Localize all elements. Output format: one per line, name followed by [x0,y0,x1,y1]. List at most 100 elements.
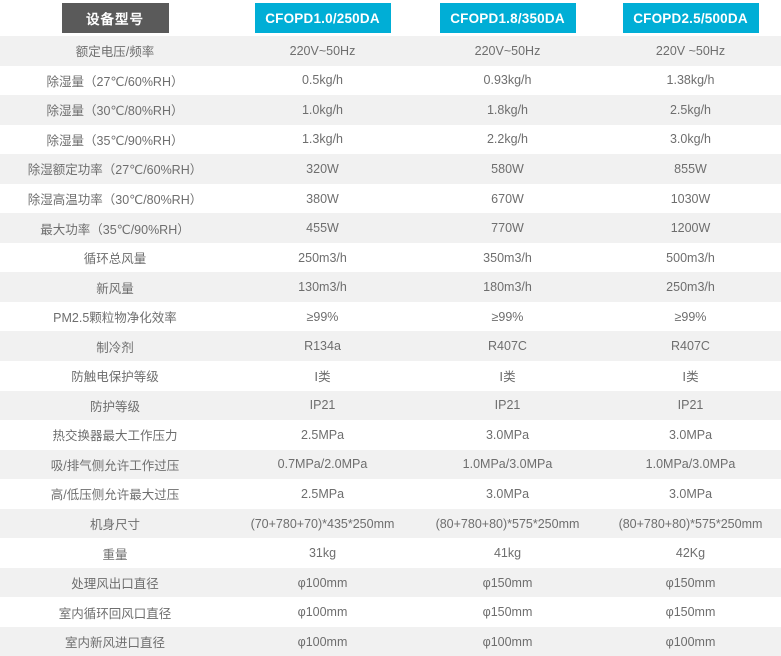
row-value-2: 1.0MPa/3.0MPa [415,449,600,480]
table-row: 除湿量（27℃/60%RH） 0.5kg/h 0.93kg/h 1.38kg/h [0,65,781,96]
row-label: 热交换器最大工作压力 [0,420,230,450]
row-value-3: IP21 [600,390,781,421]
row-value-2: 2.2kg/h [415,124,600,155]
row-value-2: 580W [415,154,600,184]
row-value-3: φ150mm [600,597,781,627]
table-header: 设备型号 CFOPD1.0/250DA CFOPD1.8/350DA CFOPD… [0,0,781,36]
row-label: 循环总风量 [0,242,230,273]
row-label: 重量 [0,538,230,568]
row-value-1: 0.7MPa/2.0MPa [230,449,415,480]
row-value-2: φ150mm [415,597,600,627]
row-label: 防护等级 [0,390,230,421]
row-value-2: 770W [415,213,600,243]
row-value-1: 220V~50Hz [230,36,415,66]
row-label: 最大功率（35℃/90%RH） [0,213,230,243]
row-value-1: 380W [230,183,415,214]
row-label: 制冷剂 [0,331,230,362]
table-row: 热交换器最大工作压力 2.5MPa 3.0MPa 3.0MPa [0,420,781,450]
row-label: 新风量 [0,272,230,302]
row-value-3: 1.0MPa/3.0MPa [600,449,781,480]
row-value-2: 180m3/h [415,272,600,302]
row-value-3: 1200W [600,213,781,243]
row-value-3: 1030W [600,183,781,214]
row-value-1: φ100mm [230,597,415,627]
row-label: 除湿量（27℃/60%RH） [0,65,230,96]
row-value-3: φ100mm [600,626,781,656]
variant-pill-3: CFOPD2.5/500DA [622,3,759,33]
table-row: 除湿高温功率（30℃/80%RH） 380W 670W 1030W [0,183,781,214]
row-value-2: φ150mm [415,567,600,598]
row-label: 防触电保护等级 [0,361,230,391]
row-value-1: 31kg [230,538,415,568]
table-row: PM2.5颗粒物净化效率 ≥99% ≥99% ≥99% [0,301,781,332]
row-label: 除湿额定功率（27℃/60%RH） [0,154,230,184]
table-row: 机身尺寸 (70+780+70)*435*250mm (80+780+80)*575… [0,508,781,539]
row-label: 高/低压侧允许最大过压 [0,479,230,509]
table-body: 额定电压/频率 220V~50Hz 220V~50Hz 220V ~50Hz 除湿量（2… [0,36,781,656]
table-row: 额定电压/频率 220V~50Hz 220V~50Hz 220V ~50Hz [0,36,781,66]
header-row: 设备型号 CFOPD1.0/250DA CFOPD1.8/350DA CFOPD… [0,0,781,36]
row-value-1: 455W [230,213,415,243]
row-value-2: R407C [415,331,600,362]
table-row: 新风量 130m3/h 180m3/h 250m3/h [0,272,781,302]
variant-pill-2: CFOPD1.8/350DA [439,3,576,33]
table-row: 除湿量（35℃/90%RH） 1.3kg/h 2.2kg/h 3.0kg/h [0,124,781,155]
table-row: 处理风出口直径 φ100mm φ150mm φ150mm [0,567,781,598]
row-value-3: R407C [600,331,781,362]
row-value-1: 130m3/h [230,272,415,302]
row-value-2: φ100mm [415,626,600,656]
table-row: 防护等级 IP21 IP21 IP21 [0,390,781,421]
row-value-3: 500m3/h [600,242,781,273]
row-value-2: 1.8kg/h [415,95,600,125]
row-value-3: Ⅰ类 [600,361,781,391]
row-value-3: 1.38kg/h [600,65,781,96]
row-value-2: Ⅰ类 [415,361,600,391]
row-label: 额定电压/频率 [0,36,230,66]
table-row: 室内循环回风口直径 φ100mm φ150mm φ150mm [0,597,781,627]
table-row: 重量 31kg 41kg 42Kg [0,538,781,568]
row-value-1: Ⅰ类 [230,361,415,391]
variant-pill-1: CFOPD1.0/250DA [254,3,391,33]
row-label: 处理风出口直径 [0,567,230,598]
model-label-pill: 设备型号 [61,3,169,33]
row-value-3: (80+780+80)*575*250mm [600,508,781,539]
table-row: 室内新风进口直径 φ100mm φ100mm φ100mm [0,626,781,656]
row-value-2: 350m3/h [415,242,600,273]
row-label: 除湿高温功率（30℃/80%RH） [0,183,230,214]
row-label: 室内新风进口直径 [0,626,230,656]
table-row: 除湿量（30℃/80%RH） 1.0kg/h 1.8kg/h 2.5kg/h [0,95,781,125]
row-value-1: φ100mm [230,626,415,656]
row-value-2: 3.0MPa [415,479,600,509]
table-row: 高/低压侧允许最大过压 2.5MPa 3.0MPa 3.0MPa [0,479,781,509]
row-value-1: φ100mm [230,567,415,598]
row-value-1: 320W [230,154,415,184]
row-value-2: 220V~50Hz [415,36,600,66]
row-value-2: IP21 [415,390,600,421]
row-value-2: 3.0MPa [415,420,600,450]
row-value-3: 3.0kg/h [600,124,781,155]
table-row: 最大功率（35℃/90%RH） 455W 770W 1200W [0,213,781,243]
row-label: 机身尺寸 [0,508,230,539]
row-value-3: 855W [600,154,781,184]
row-value-1: 1.3kg/h [230,124,415,155]
row-value-1: 2.5MPa [230,420,415,450]
row-value-3: 3.0MPa [600,420,781,450]
row-value-1: R134a [230,331,415,362]
row-value-1: 0.5kg/h [230,65,415,96]
row-value-3: 42Kg [600,538,781,568]
row-label: PM2.5颗粒物净化效率 [0,301,230,332]
row-value-1: (70+780+70)*435*250mm [230,508,415,539]
row-value-1: ≥99% [230,301,415,332]
row-value-3: φ150mm [600,567,781,598]
row-value-3: 2.5kg/h [600,95,781,125]
row-value-2: ≥99% [415,301,600,332]
table-row: 防触电保护等级 Ⅰ类 Ⅰ类 Ⅰ类 [0,361,781,391]
header-cell-variant-2: CFOPD1.8/350DA [415,0,600,36]
header-cell-variant-3: CFOPD2.5/500DA [600,0,781,36]
row-value-3: 220V ~50Hz [600,36,781,66]
header-cell-variant-1: CFOPD1.0/250DA [230,0,415,36]
table-row: 除湿额定功率（27℃/60%RH） 320W 580W 855W [0,154,781,184]
row-label: 除湿量（30℃/80%RH） [0,95,230,125]
row-value-1: 2.5MPa [230,479,415,509]
